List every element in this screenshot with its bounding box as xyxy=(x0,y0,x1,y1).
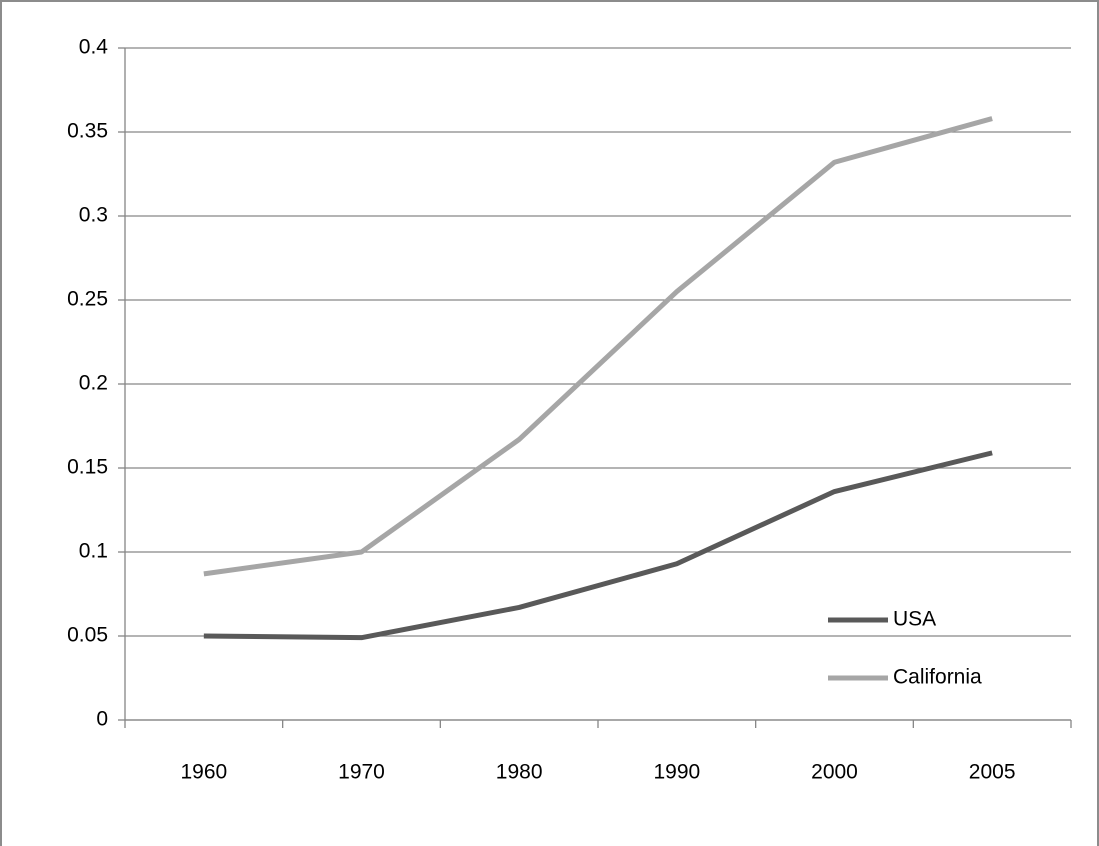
y-tick-label: 0.1 xyxy=(79,540,108,563)
x-tick-label: 1990 xyxy=(653,761,700,784)
x-tick-label: 2005 xyxy=(969,761,1016,784)
x-tick-label: 2000 xyxy=(811,761,858,784)
series-line xyxy=(203,450,993,641)
x-tick-label: 1960 xyxy=(180,761,227,784)
y-tick-label: 0.05 xyxy=(67,624,108,647)
legend-label: California xyxy=(893,666,982,689)
y-tick-label: 0.3 xyxy=(79,204,108,227)
legend-label: USA xyxy=(893,608,936,631)
y-tick-label: 0 xyxy=(96,708,108,731)
y-tick-label: 0.4 xyxy=(79,36,109,59)
x-tick-label: 1980 xyxy=(496,761,543,784)
y-tick-label: 0.15 xyxy=(67,456,108,479)
series-line xyxy=(203,116,993,577)
y-tick-label: 0.35 xyxy=(67,120,108,143)
y-tick-label: 0.2 xyxy=(79,372,108,395)
x-tick-label: 1970 xyxy=(338,761,385,784)
y-tick-label: 0.25 xyxy=(67,288,108,311)
